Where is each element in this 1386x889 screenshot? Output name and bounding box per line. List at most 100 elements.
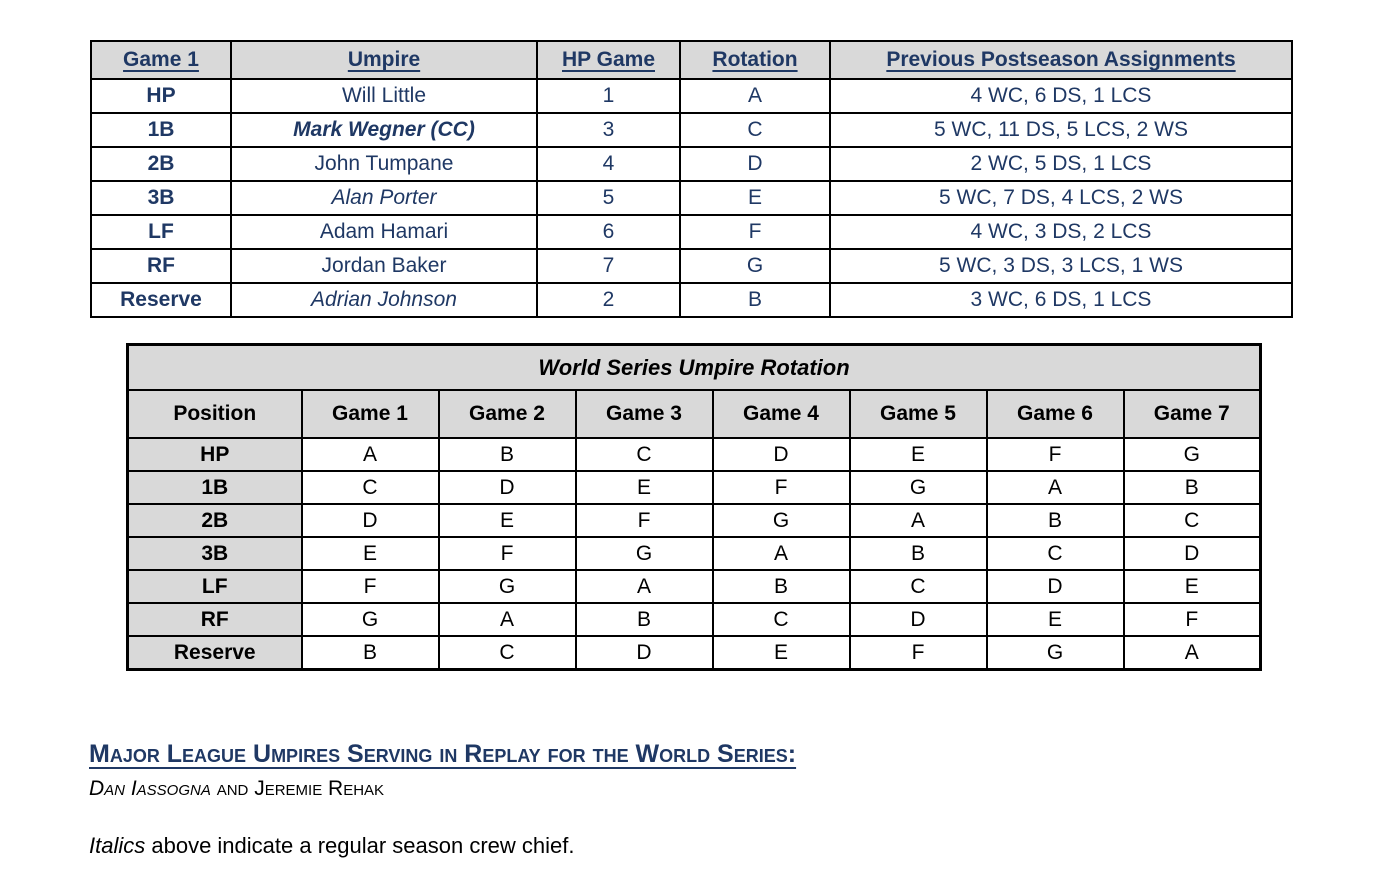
rotation-game-6-cell: G (985, 635, 1125, 671)
rotation-column-header-1: Game 1 (300, 389, 440, 439)
rotation-column-header-5: Game 5 (848, 389, 988, 439)
position-cell: RF (90, 248, 232, 284)
rotation-row: 1B C D E F G A B (126, 470, 1262, 505)
rotation-game-5-cell: F (848, 635, 988, 671)
rotation-game-2-cell: E (437, 503, 577, 538)
rotation-game-4-cell: A (711, 536, 851, 571)
replay-umpires-heading: Major League Umpires Serving in Replay f… (89, 740, 797, 768)
crew-row: RF Jordan Baker 7 G 5 WC, 3 DS, 3 LCS, 1 WS (90, 248, 1293, 284)
crew-column-header-2: HP Game (536, 40, 681, 80)
position-cell: LF (90, 214, 232, 250)
rotation-game-2-cell: C (437, 635, 577, 671)
rotation-game-5-cell: A (848, 503, 988, 538)
rotation-letter-cell: F (679, 214, 831, 250)
position-cell: 1B (90, 112, 232, 148)
rotation-game-3-cell: F (574, 503, 714, 538)
position-cell: 2B (90, 146, 232, 182)
rotation-game-3-cell: G (574, 536, 714, 571)
rotation-game-7-cell: G (1122, 437, 1262, 472)
rotation-game-3-cell: D (574, 635, 714, 671)
rotation-game-2-cell: B (437, 437, 577, 472)
rotation-letter-cell: B (679, 282, 831, 318)
umpire-name-cell: Alan Porter (230, 180, 538, 216)
umpire-name-cell: John Tumpane (230, 146, 538, 182)
rotation-letter-cell: C (679, 112, 831, 148)
rotation-game-4-cell: D (711, 437, 851, 472)
crew-column-header-4: Previous Postseason Assignments (829, 40, 1293, 80)
crew-column-header-1: Umpire (230, 40, 538, 80)
rotation-header-row: Position Game 1 Game 2 Game 3 Game 4 Game 5 Ga… (126, 389, 1262, 439)
umpire-name-cell: Mark Wegner (CC) (230, 112, 538, 148)
footnote-italic-word: Italics (89, 833, 146, 858)
rotation-game-1-cell: F (300, 569, 440, 604)
hp-game-cell: 7 (536, 248, 681, 284)
previous-assignments-cell: 3 WC, 6 DS, 1 LCS (829, 282, 1293, 318)
umpire-name-cell: Will Little (230, 78, 538, 114)
rotation-game-6-cell: E (985, 602, 1125, 637)
rotation-game-7-cell: D (1122, 536, 1262, 571)
rotation-game-5-cell: B (848, 536, 988, 571)
umpire-name-cell: Adam Hamari (230, 214, 538, 250)
rotation-game-1-cell: G (300, 602, 440, 637)
hp-game-cell: 6 (536, 214, 681, 250)
rotation-position-cell: 3B (126, 536, 303, 571)
previous-assignments-cell: 4 WC, 3 DS, 2 LCS (829, 214, 1293, 250)
italics-footnote: Italics above indicate a regular season … (89, 833, 575, 859)
replay-umpire-names: Dan Iassogna and Jeremie Rehak (89, 777, 384, 801)
game1-crew-table: Game 1 Umpire HP Game Rotation Previous Post… (90, 40, 1293, 318)
rotation-letter-cell: E (679, 180, 831, 216)
previous-assignments-cell: 4 WC, 6 DS, 1 LCS (829, 78, 1293, 114)
rotation-game-6-cell: D (985, 569, 1125, 604)
rotation-position-cell: HP (126, 437, 303, 472)
rotation-game-1-cell: B (300, 635, 440, 671)
hp-game-cell: 5 (536, 180, 681, 216)
rotation-game-1-cell: C (300, 470, 440, 505)
crew-row: Reserve Adrian Johnson 2 B 3 WC, 6 DS, 1 LCS (90, 282, 1293, 318)
hp-game-cell: 3 (536, 112, 681, 148)
hp-game-cell: 1 (536, 78, 681, 114)
rotation-table-title: World Series Umpire Rotation (126, 343, 1262, 391)
rotation-letter-cell: A (679, 78, 831, 114)
rotation-table-header: World Series Umpire Rotation Position Game… (126, 343, 1262, 439)
previous-assignments-cell: 5 WC, 7 DS, 4 LCS, 2 WS (829, 180, 1293, 216)
crew-row: 1B Mark Wegner (CC) 3 C 5 WC, 11 DS, 5 LCS, … (90, 112, 1293, 148)
rotation-position-cell: LF (126, 569, 303, 604)
rotation-title-row: World Series Umpire Rotation (126, 343, 1262, 391)
rotation-letter-cell: G (679, 248, 831, 284)
rotation-game-4-cell: F (711, 470, 851, 505)
crew-header-row: Game 1 Umpire HP Game Rotation Previous Post… (90, 40, 1293, 80)
replay-name-rest: and Jeremie Rehak (210, 777, 385, 800)
rotation-column-header-3: Game 3 (574, 389, 714, 439)
rotation-game-7-cell: A (1122, 635, 1262, 671)
umpire-name-cell: Adrian Johnson (230, 282, 538, 318)
rotation-game-2-cell: A (437, 602, 577, 637)
rotation-game-6-cell: A (985, 470, 1125, 505)
crew-column-header-0: Game 1 (90, 40, 232, 80)
rotation-game-3-cell: A (574, 569, 714, 604)
rotation-game-2-cell: G (437, 569, 577, 604)
rotation-game-7-cell: F (1122, 602, 1262, 637)
rotation-game-5-cell: C (848, 569, 988, 604)
rotation-game-2-cell: F (437, 536, 577, 571)
rotation-game-1-cell: E (300, 536, 440, 571)
replay-name-crew-chief: Dan Iassogna (89, 777, 211, 800)
rotation-column-header-4: Game 4 (711, 389, 851, 439)
crew-table-header: Game 1 Umpire HP Game Rotation Previous Post… (90, 40, 1293, 80)
rotation-game-5-cell: E (848, 437, 988, 472)
rotation-letter-cell: D (679, 146, 831, 182)
rotation-game-7-cell: C (1122, 503, 1262, 538)
rotation-row: Reserve B C D E F G A (126, 635, 1262, 671)
rotation-game-3-cell: B (574, 602, 714, 637)
rotation-row: 3B E F G A B C D (126, 536, 1262, 571)
rotation-game-6-cell: F (985, 437, 1125, 472)
rotation-game-1-cell: A (300, 437, 440, 472)
crew-table-body: HP Will Little 1 A 4 WC, 6 DS, 1 LCS 1B Mark W… (90, 78, 1293, 318)
previous-assignments-cell: 5 WC, 11 DS, 5 LCS, 2 WS (829, 112, 1293, 148)
umpire-name-cell: Jordan Baker (230, 248, 538, 284)
rotation-game-1-cell: D (300, 503, 440, 538)
rotation-game-6-cell: C (985, 536, 1125, 571)
position-cell: Reserve (90, 282, 232, 318)
rotation-game-3-cell: C (574, 437, 714, 472)
crew-row: HP Will Little 1 A 4 WC, 6 DS, 1 LCS (90, 78, 1293, 114)
